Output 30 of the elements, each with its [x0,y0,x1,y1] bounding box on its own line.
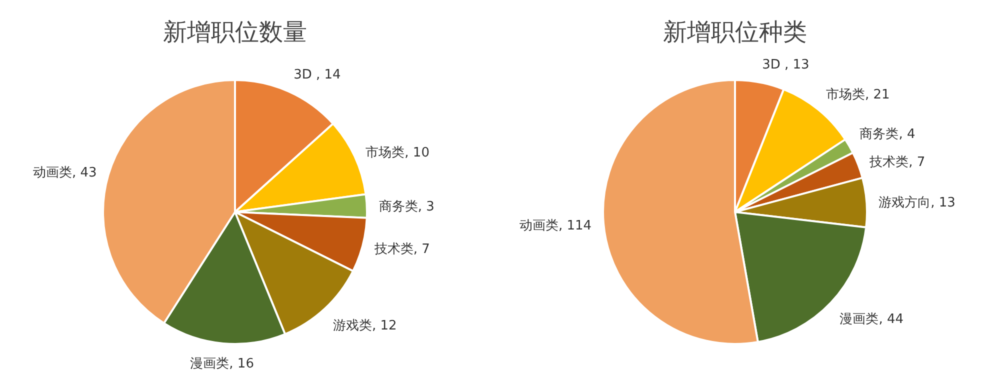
data-label: , 7 [413,242,430,258]
data-label: , 14 [312,67,341,82]
chart-title: 新增职位种类 [663,18,807,46]
slice-label: 漫画类 [190,356,230,372]
slice-label: 技术类 [373,242,414,258]
slice-label: 市场类 [826,87,865,102]
data-label: , 4 [898,127,916,142]
slice-label: 商务类 [378,200,418,215]
data-label: , 16 [229,356,254,372]
slice-label: 3D [762,58,780,73]
slice-label: 动画类 [32,166,72,181]
slice-label: 商务类 [860,127,899,142]
data-label: , 114 [558,218,592,234]
data-label: , 13 [780,58,810,73]
data-label: , 12 [372,318,397,334]
data-label: , 44 [878,312,904,327]
slice-label: 游戏方向 [878,194,931,211]
slice-label: 市场类 [366,145,405,160]
slice-label: 动画类 [519,218,558,234]
data-label: , 10 [404,145,430,160]
data-label: , 3 [418,200,434,215]
slice-label: 技术类 [868,154,909,170]
data-label: , 7 [908,154,926,170]
data-label: , 43 [72,166,97,181]
chart-title: 新增职位数量 [163,18,307,46]
data-label: , 13 [930,196,956,211]
slice-label: 漫画类 [840,312,879,327]
data-label: , 21 [864,87,890,102]
slice-label: 游戏类 [332,318,372,334]
slice-label: 3D [294,67,312,82]
